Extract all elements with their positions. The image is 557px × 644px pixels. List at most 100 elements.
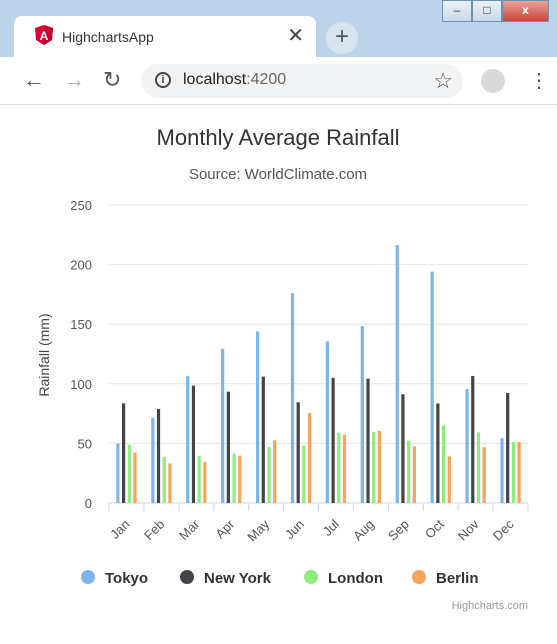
y-axis-label: Rainfall (mm) xyxy=(36,313,52,396)
profile-avatar-icon[interactable] xyxy=(481,69,505,93)
legend-marker[interactable] xyxy=(81,570,95,584)
bar-new-york[interactable] xyxy=(436,403,440,503)
bar-berlin[interactable] xyxy=(238,455,242,503)
bar-london[interactable] xyxy=(232,453,236,503)
bar-london[interactable] xyxy=(162,456,166,503)
bar-new-york[interactable] xyxy=(122,403,126,503)
bar-london[interactable] xyxy=(372,431,376,503)
x-tick-label: Mar xyxy=(176,516,203,543)
legend-marker[interactable] xyxy=(412,570,426,584)
legend-item-label[interactable]: London xyxy=(328,570,383,587)
info-icon[interactable]: i xyxy=(155,72,171,88)
title-bar: A HighchartsApp ✕ + – □ x xyxy=(0,0,557,58)
bar-tokyo[interactable] xyxy=(500,438,504,503)
bar-new-york[interactable] xyxy=(296,402,300,503)
bar-london[interactable] xyxy=(267,446,271,503)
menu-kebab-icon[interactable]: ⋮ xyxy=(529,70,549,92)
bar-new-york[interactable] xyxy=(471,375,475,503)
bar-berlin[interactable] xyxy=(412,446,416,503)
arrow-left-icon[interactable]: ← xyxy=(23,67,45,92)
bar-berlin[interactable] xyxy=(133,452,137,503)
x-tick-label: Nov xyxy=(455,516,482,543)
x-tick-label: Oct xyxy=(422,516,447,541)
bar-berlin[interactable] xyxy=(447,456,451,503)
chart-subtitle: Source: WorldClimate.com xyxy=(189,166,367,183)
legend-item-label[interactable]: New York xyxy=(204,570,272,587)
bar-berlin[interactable] xyxy=(168,463,172,503)
close-window-button[interactable]: x xyxy=(502,0,549,22)
bar-london[interactable] xyxy=(302,445,306,503)
legend-marker[interactable] xyxy=(304,570,318,584)
legend-item-label[interactable]: Tokyo xyxy=(105,570,148,587)
x-tick-label: Apr xyxy=(212,516,237,541)
minimize-button[interactable]: – xyxy=(442,0,472,22)
new-tab-button[interactable]: + xyxy=(326,22,358,54)
x-tick-label: Jul xyxy=(320,516,342,538)
reload-icon[interactable]: ↻ xyxy=(103,67,122,92)
star-icon[interactable]: ☆ xyxy=(433,68,453,93)
tab-close-icon[interactable]: ✕ xyxy=(287,25,304,47)
legend-item-label[interactable]: Berlin xyxy=(436,570,479,587)
bar-tokyo[interactable] xyxy=(116,443,120,503)
bar-berlin[interactable] xyxy=(517,442,521,503)
y-tick-label: 150 xyxy=(70,317,92,332)
bar-tokyo[interactable] xyxy=(395,245,399,503)
y-tick-label: 200 xyxy=(70,258,92,273)
bar-tokyo[interactable] xyxy=(325,341,330,503)
bar-tokyo[interactable] xyxy=(151,417,155,503)
x-axis-ticks: Jan Feb Mar Apr May Jun Jul Aug Sep Oct Nov Dec xyxy=(107,503,529,544)
bar-london[interactable] xyxy=(127,444,131,503)
y-tick-label: 50 xyxy=(78,436,92,451)
browser-tab[interactable]: A HighchartsApp ✕ xyxy=(14,16,316,58)
bar-tokyo[interactable] xyxy=(430,271,434,503)
bar-berlin[interactable] xyxy=(273,440,277,503)
bar-tokyo[interactable] xyxy=(290,293,295,503)
bar-tokyo[interactable] xyxy=(360,325,364,503)
bar-new-york[interactable] xyxy=(156,409,161,503)
bar-london[interactable] xyxy=(476,432,481,503)
address-bar[interactable]: i localhost:4200 ☆ xyxy=(141,64,463,98)
angular-icon: A xyxy=(35,25,53,45)
bar-new-york[interactable] xyxy=(401,394,405,503)
x-tick-label: Jan xyxy=(107,517,132,542)
bar-tokyo[interactable] xyxy=(186,376,190,503)
bar-berlin[interactable] xyxy=(307,413,312,503)
bar-new-york[interactable] xyxy=(226,391,230,503)
arrow-right-icon[interactable]: → xyxy=(63,67,85,92)
bar-tokyo[interactable] xyxy=(465,389,469,503)
chart-container: Monthly Average Rainfall Source: WorldCl… xyxy=(6,105,551,638)
grid-lines: 0 50 100 150 200 250 xyxy=(70,198,528,511)
credits-link[interactable]: Highcharts.com xyxy=(452,600,528,612)
bar-berlin[interactable] xyxy=(377,431,382,503)
browser-toolbar: ← → ↻ i localhost:4200 ☆ xyxy=(0,57,557,105)
legend: Tokyo New York London Berlin xyxy=(81,570,479,587)
bars-group xyxy=(116,245,521,503)
bar-berlin[interactable] xyxy=(482,447,486,503)
maximize-button[interactable]: □ xyxy=(472,0,502,22)
bar-london[interactable] xyxy=(197,456,201,503)
bar-new-york[interactable] xyxy=(331,377,335,503)
x-tick-label: Sep xyxy=(385,517,412,544)
chart-title: Monthly Average Rainfall xyxy=(157,125,400,150)
y-tick-label: 100 xyxy=(70,377,92,392)
rainfall-chart: Monthly Average Rainfall Source: WorldCl… xyxy=(36,125,529,612)
bar-tokyo[interactable] xyxy=(221,348,225,503)
bar-berlin[interactable] xyxy=(342,434,347,503)
bar-new-york[interactable] xyxy=(191,385,196,503)
legend-marker[interactable] xyxy=(180,570,194,584)
bar-new-york[interactable] xyxy=(506,392,510,503)
bar-london[interactable] xyxy=(441,425,446,503)
svg-text:A: A xyxy=(40,29,49,43)
x-tick-label: Jun xyxy=(282,517,307,542)
bar-berlin[interactable] xyxy=(203,461,207,503)
x-tick-label: Aug xyxy=(350,517,377,544)
bar-new-york[interactable] xyxy=(261,376,265,503)
bar-london[interactable] xyxy=(407,440,411,503)
bar-new-york[interactable] xyxy=(366,378,370,503)
window-controls: – □ x xyxy=(442,0,549,24)
bar-tokyo[interactable] xyxy=(255,331,260,503)
bar-london[interactable] xyxy=(511,441,515,503)
bar-london[interactable] xyxy=(337,432,341,503)
url-text[interactable]: localhost:4200 xyxy=(183,71,287,88)
